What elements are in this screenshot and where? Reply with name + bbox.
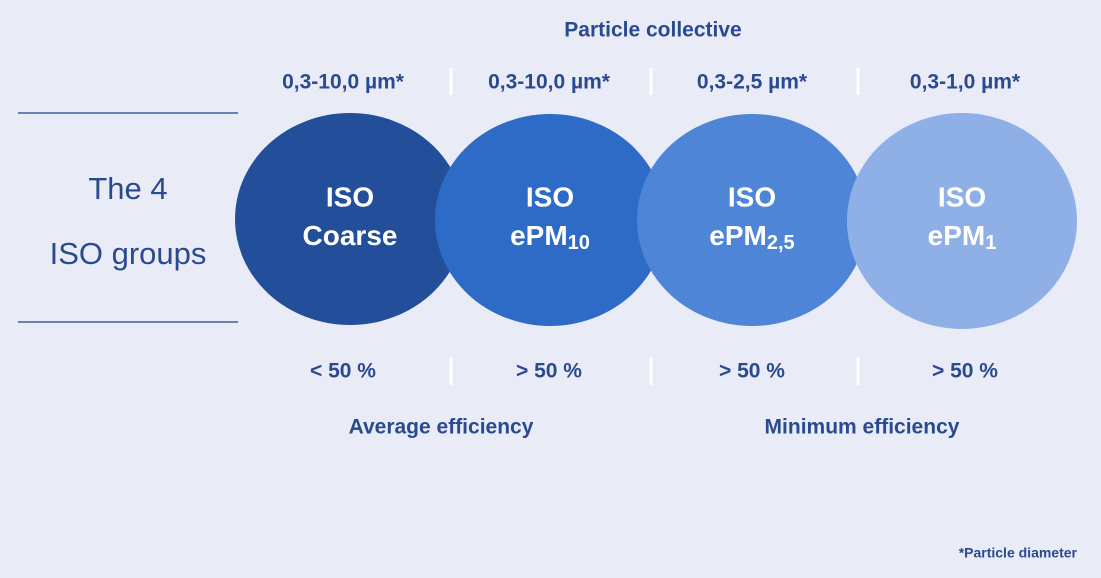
- range: 0,3-10,0 µm*: [488, 71, 611, 94]
- range: 0,3-10,0 µm*: [282, 71, 405, 94]
- group-label-sub: 2,5: [767, 232, 795, 254]
- efficiency: > 50 %: [516, 360, 582, 383]
- group-label-main: ePM: [709, 220, 767, 251]
- left-label: The 4: [88, 171, 167, 206]
- group-label: ePM10: [510, 220, 590, 254]
- group-label-main: ePM: [928, 220, 986, 251]
- group-label-sub: 1: [985, 232, 996, 254]
- efficiency-label: Average efficiency: [349, 416, 534, 439]
- efficiency: < 50 %: [310, 360, 376, 383]
- group-label-sub: 10: [568, 232, 590, 254]
- footnote: *Particle diameter: [959, 545, 1078, 561]
- group-label: ePM1: [928, 220, 997, 254]
- group-label-main: Coarse: [303, 220, 398, 251]
- range: 0,3-1,0 µm*: [910, 71, 1021, 94]
- range: 0,3-2,5 µm*: [697, 71, 808, 94]
- circle: [847, 113, 1077, 329]
- group-name: ISO: [326, 181, 374, 212]
- group-label-main: ePM: [510, 220, 568, 251]
- group-name: ISO: [938, 181, 986, 212]
- title: Particle collective: [564, 19, 741, 42]
- efficiency: > 50 %: [719, 360, 785, 383]
- circle: [435, 114, 665, 326]
- group-name: ISO: [526, 181, 574, 212]
- efficiency: > 50 %: [932, 360, 998, 383]
- group-name: ISO: [728, 181, 776, 212]
- circle: [637, 114, 867, 326]
- circle: [235, 113, 465, 325]
- left-label: ISO groups: [50, 236, 207, 271]
- efficiency-label: Minimum efficiency: [765, 416, 960, 439]
- separators: [449, 68, 860, 385]
- group-label: Coarse: [303, 220, 398, 251]
- group-label: ePM2,5: [709, 220, 794, 254]
